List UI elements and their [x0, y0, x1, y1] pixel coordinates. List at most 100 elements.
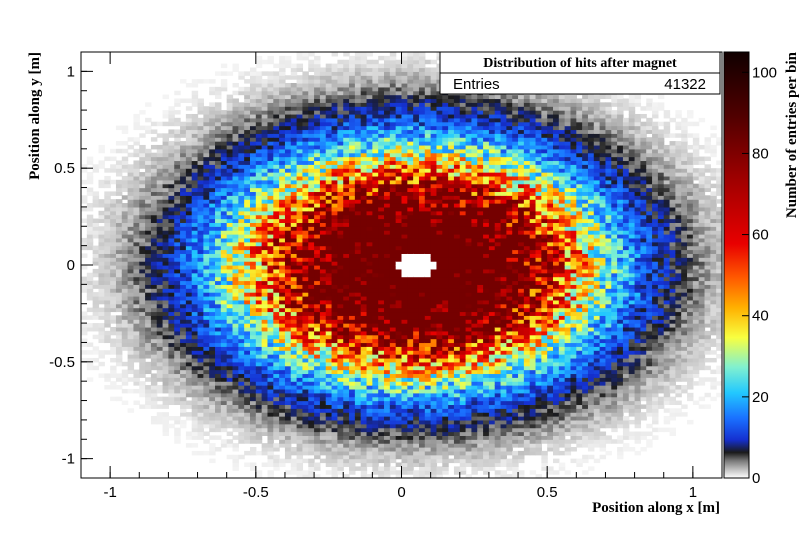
- heatmap-cell: [284, 253, 292, 258]
- heatmap-cell: [81, 206, 88, 212]
- heatmap-cell: [220, 388, 228, 394]
- heatmap-cell: [261, 172, 269, 177]
- heatmap-cell: [232, 458, 239, 464]
- heatmap-cell: [290, 412, 298, 417]
- heatmap-cell: [389, 90, 397, 96]
- heatmap-cell: [121, 253, 129, 258]
- heatmap-cell: [325, 253, 333, 258]
- heatmap-cell: [238, 218, 245, 223]
- heatmap-cell: [366, 265, 373, 270]
- heatmap-cell: [162, 342, 170, 347]
- heatmap-cell: [238, 265, 245, 270]
- heatmap-cell: [302, 330, 309, 336]
- heatmap-cell: [401, 59, 408, 65]
- heatmap-cell: [110, 299, 117, 305]
- heatmap-cell: [314, 268, 321, 274]
- heatmap-cell: [366, 125, 373, 131]
- heatmap-cell: [156, 373, 164, 378]
- heatmap-cell: [255, 342, 263, 347]
- heatmap-cell: [139, 230, 146, 235]
- heatmap-cell: [384, 237, 391, 243]
- heatmap-cell: [174, 206, 181, 212]
- heatmap-cell: [343, 326, 350, 332]
- heatmap-cell: [314, 408, 321, 413]
- heatmap-cell: [203, 431, 210, 436]
- heatmap-cell: [290, 152, 298, 158]
- heatmap-cell: [185, 106, 193, 111]
- heatmap-cell: [279, 292, 286, 297]
- heatmap-cell: [354, 199, 362, 204]
- heatmap-cell: [191, 323, 199, 328]
- heatmap-cell: [279, 330, 286, 336]
- heatmap-cell: [133, 295, 140, 301]
- heatmap-cell: [174, 292, 181, 297]
- heatmap-cell: [115, 350, 123, 355]
- heatmap-cell: [261, 234, 269, 239]
- heatmap-cell: [226, 249, 234, 254]
- heatmap-cell: [255, 288, 263, 293]
- heatmap-cell: [372, 253, 379, 258]
- heatmap-cell: [191, 179, 199, 185]
- heatmap-cell: [238, 330, 245, 336]
- heatmap-cell: [168, 261, 175, 266]
- heatmap-cell: [215, 226, 222, 231]
- heatmap-cell: [273, 133, 280, 138]
- heatmap-cell: [238, 388, 245, 394]
- heatmap-cell: [168, 307, 175, 313]
- heatmap-cell: [203, 326, 210, 332]
- heatmap-cell: [284, 86, 292, 92]
- heatmap-cell: [261, 385, 269, 390]
- heatmap-cell: [133, 137, 140, 142]
- heatmap-cell: [232, 144, 239, 150]
- heatmap-cell: [191, 292, 199, 297]
- heatmap-cell: [203, 172, 210, 177]
- heatmap-cell: [360, 404, 368, 409]
- heatmap-cell: [314, 195, 321, 200]
- heatmap-cell: [314, 121, 321, 127]
- heatmap-cell: [395, 284, 403, 289]
- heatmap-cell: [185, 265, 193, 270]
- heatmap-cell: [308, 474, 315, 478]
- heatmap-cell: [203, 249, 210, 254]
- heatmap-cell: [337, 377, 344, 382]
- heatmap-cell: [372, 326, 379, 332]
- heatmap-cell: [284, 272, 292, 278]
- heatmap-cell: [249, 148, 257, 154]
- heatmap-cell: [319, 168, 327, 173]
- heatmap-cell: [354, 416, 362, 421]
- heatmap-cell: [226, 330, 234, 336]
- heatmap-cell: [401, 338, 408, 344]
- heatmap-cell: [378, 102, 385, 107]
- heatmap-cell: [191, 276, 199, 282]
- heatmap-cell: [121, 268, 129, 274]
- heatmap-cell: [296, 110, 304, 115]
- heatmap-cell: [343, 400, 350, 406]
- heatmap-cell: [133, 350, 140, 355]
- heatmap-cell: [209, 121, 216, 127]
- heatmap-cell: [395, 447, 403, 452]
- heatmap-cell: [255, 303, 263, 309]
- heatmap-cell: [197, 276, 204, 282]
- heatmap-cell: [395, 106, 403, 111]
- heatmap-cell: [366, 412, 373, 417]
- heatmap-cell: [331, 388, 339, 394]
- heatmap-cell: [337, 152, 344, 158]
- heatmap-cell: [273, 447, 280, 452]
- heatmap-cell: [162, 160, 170, 165]
- heatmap-cell: [337, 160, 344, 165]
- heatmap-cell: [104, 237, 111, 243]
- heatmap-cell: [98, 249, 105, 254]
- heatmap-cell: [384, 272, 391, 278]
- heatmap-cell: [331, 315, 339, 320]
- heatmap-cell: [389, 284, 397, 289]
- heatmap-cell: [337, 241, 344, 247]
- heatmap-cell: [314, 168, 321, 173]
- heatmap-cell: [185, 249, 193, 254]
- heatmap-cell: [284, 203, 292, 208]
- heatmap-cell: [150, 280, 158, 285]
- heatmap-cell: [104, 315, 111, 320]
- heatmap-cell: [244, 214, 251, 220]
- heatmap-cell: [156, 323, 164, 328]
- heatmap-cell: [220, 311, 228, 316]
- heatmap-cell: [314, 385, 321, 390]
